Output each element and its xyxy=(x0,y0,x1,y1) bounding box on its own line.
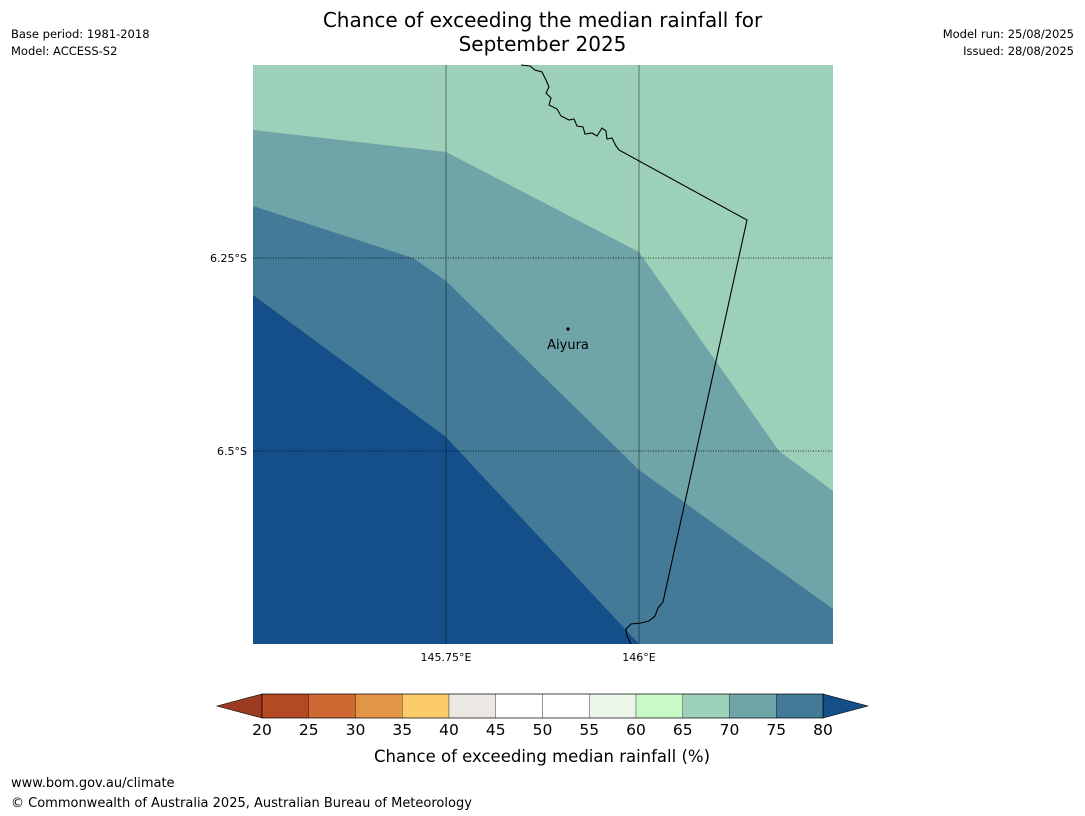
lat-tick-6-25: 6.25°S xyxy=(210,252,247,265)
colorbar: 20 25 30 35 40 45 50 55 60 65 70 75 80 xyxy=(215,693,870,739)
colorbar-tick-label: 25 xyxy=(299,721,319,739)
chart-title: Chance of exceeding the median rainfall … xyxy=(0,8,1085,56)
model-info: Base period: 1981-2018 Model: ACCESS-S2 xyxy=(11,26,150,60)
colorbar-segment xyxy=(776,693,824,719)
colorbar-segment xyxy=(729,693,777,719)
title-line-1: Chance of exceeding the median rainfall … xyxy=(322,8,763,32)
colorbar-frame xyxy=(261,693,824,719)
model-run-date: Model run: 25/08/2025 xyxy=(942,27,1074,41)
colorbar-segment xyxy=(261,693,309,719)
colorbar-tick-label: 40 xyxy=(439,721,459,739)
aiyura-marker xyxy=(566,327,570,331)
colorbar-above-arrow xyxy=(822,693,870,719)
map-zones xyxy=(253,65,833,644)
colorbar-segment xyxy=(682,693,730,719)
colorbar-tick-label: 65 xyxy=(673,721,693,739)
colorbar-tick-label: 20 xyxy=(252,721,272,739)
footer-copyright: © Commonwealth of Australia 2025, Austra… xyxy=(11,796,472,811)
boundary-line xyxy=(520,64,748,645)
issued-date: Issued: 28/08/2025 xyxy=(963,44,1074,58)
colorbar-below-arrow xyxy=(215,693,263,719)
colorbar-tick-label: 70 xyxy=(720,721,740,739)
colorbar-tick-label: 50 xyxy=(533,721,553,739)
colorbar-tick-label: 45 xyxy=(486,721,506,739)
run-info: Model run: 25/08/2025 Issued: 28/08/2025 xyxy=(943,26,1074,60)
lon-tick-145-75: 145.75°E xyxy=(421,651,472,664)
colorbar-segment xyxy=(589,693,637,719)
colorbar-segment xyxy=(448,693,496,719)
colorbar-tick-label: 35 xyxy=(392,721,412,739)
colorbar-segment xyxy=(308,693,356,719)
colorbar-tick-label: 55 xyxy=(579,721,599,739)
colorbar-tick-label: 75 xyxy=(766,721,786,739)
lat-tick-6-5: 6.5°S xyxy=(217,445,247,458)
colorbar-tick-label: 60 xyxy=(626,721,646,739)
colorbar-caption: Chance of exceeding median rainfall (%) xyxy=(374,747,710,766)
footer-url[interactable]: www.bom.gov.au/climate xyxy=(11,776,175,791)
model-name: Model: ACCESS-S2 xyxy=(11,44,118,58)
colorbar-tick-label: 80 xyxy=(813,721,833,739)
colorbar-segment xyxy=(402,693,450,719)
colorbar-segment xyxy=(542,693,590,719)
colorbar-segment xyxy=(635,693,683,719)
base-period: Base period: 1981-2018 xyxy=(11,27,150,41)
title-line-2: September 2025 xyxy=(458,32,627,56)
lon-tick-146: 146°E xyxy=(622,651,655,664)
aiyura-label: Aiyura xyxy=(547,338,589,353)
colorbar-segment xyxy=(355,693,403,719)
colorbar-segment xyxy=(495,693,543,719)
colorbar-tick-label: 30 xyxy=(346,721,366,739)
